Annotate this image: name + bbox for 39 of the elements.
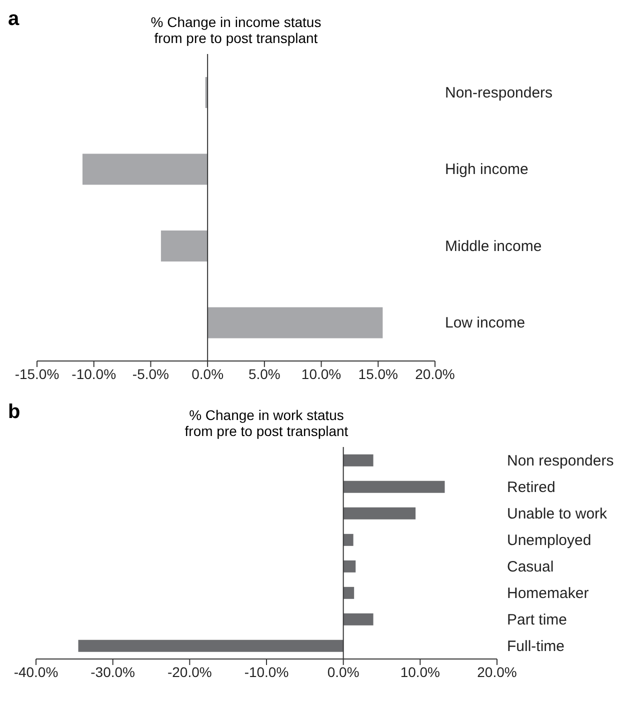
bar [343,534,354,546]
chart-title: % Change in work status from pre to post transplant [184,407,350,439]
x-tick-label: 15.0% [358,366,398,382]
x-tick-label: 20.0% [477,664,517,680]
y-tick-label: Part time [507,611,568,628]
y-tick-label: Retired [507,478,556,496]
x-tick-label: 10.0% [400,664,440,680]
y-tick-label: Non responders [507,452,614,470]
y-tick-label: Full-time [507,638,565,655]
x-tick-label: 20.0% [415,366,455,382]
bar [343,560,356,572]
x-tick-label: -10.0% [244,664,289,680]
y-tick-label: Non-responders [445,84,553,102]
bar [343,507,416,520]
y-tick-label: Casual [507,558,554,576]
x-tick-label: 5.0% [248,366,280,382]
y-tick-label: Unemployed [507,532,592,549]
y-tick-label: Middle income [445,238,542,255]
bar [343,586,354,599]
x-tick-label: -5.0% [132,366,170,382]
text: b [8,401,20,424]
x-tick-label: -20.0% [167,664,212,680]
chart-title: % Change in income status from pre to post transplant [150,14,322,46]
x-tick-label: -30.0% [90,664,136,680]
x-tick-label: -40.0% [14,664,58,680]
x-tick-label: 10.0% [301,366,342,382]
bar [78,640,344,652]
x-tick-label: 0.0% [327,664,360,680]
bar [343,480,445,493]
bar [343,613,374,626]
x-tick-label: 0.0% [192,366,224,382]
bar [343,454,374,466]
x-tick-label: -15.0% [14,366,60,382]
y-tick-label: Homemaker [507,584,589,602]
y-tick-label: High income [445,161,528,178]
text: a [8,8,20,31]
y-tick-label: Low income [445,314,526,332]
x-tick-label: -10.0% [72,366,116,382]
y-tick-label: Unable to work [507,505,608,522]
